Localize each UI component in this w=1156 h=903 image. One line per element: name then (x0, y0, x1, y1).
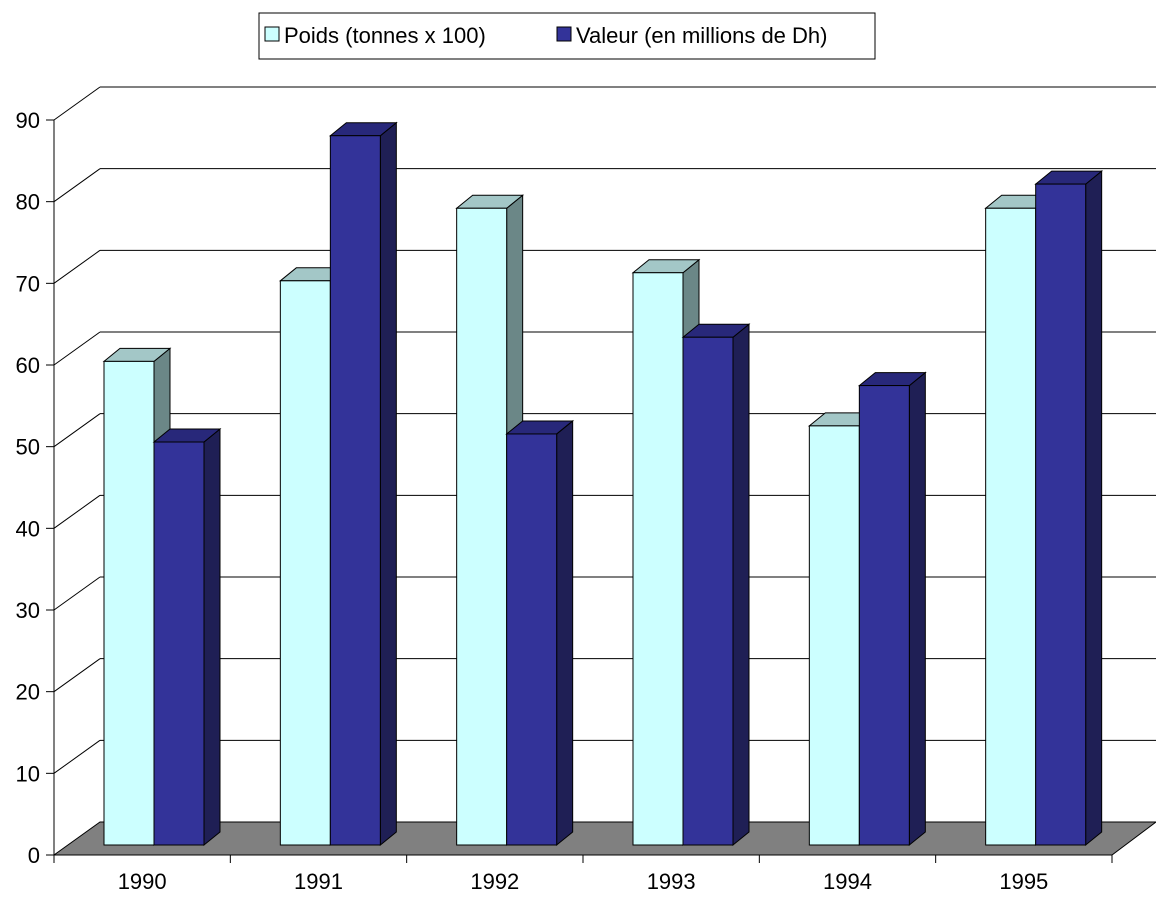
bar-front (279, 280, 331, 846)
y-tick-label: 80 (16, 190, 40, 215)
bar-front (329, 135, 381, 846)
gridline-connector (53, 739, 101, 774)
x-tick-label: 1992 (470, 869, 519, 894)
bar-valeur-1990 (152, 427, 222, 847)
bar-front (632, 272, 684, 846)
y-tick-label: 70 (16, 271, 40, 296)
bar-front (985, 207, 1037, 846)
bar-valeur-1993 (681, 323, 751, 847)
x-tick-label: 1991 (294, 869, 343, 894)
y-tick-label: 30 (16, 598, 40, 623)
bar-side (379, 121, 397, 847)
legend: Poids (tonnes x 100) Valeur (en millions… (258, 12, 876, 60)
bar-front (153, 441, 205, 846)
y-tick-label: 90 (16, 108, 40, 133)
gridline-connector (53, 249, 101, 284)
bar-valeur-1995 (1034, 170, 1104, 847)
bar-front (506, 433, 558, 846)
bar-side (203, 427, 221, 847)
bar-side (908, 371, 926, 847)
bar-front (103, 360, 155, 846)
bars (102, 121, 1104, 847)
x-tick-label: 1995 (999, 869, 1048, 894)
y-tick-label: 50 (16, 435, 40, 460)
bar-front (1035, 183, 1087, 846)
gridline-connector (53, 576, 101, 611)
bar-side (556, 419, 574, 847)
bar-side (732, 323, 750, 847)
gridline-connector (53, 331, 101, 366)
y-tick-label: 10 (16, 761, 40, 786)
bar-front (808, 425, 860, 846)
legend-label-valeur: Valeur (en millions de Dh) (576, 23, 827, 48)
x-tick-label: 1993 (647, 869, 696, 894)
x-tick-label: 1994 (823, 869, 872, 894)
y-tick-label: 60 (16, 353, 40, 378)
y-tick-labels: 0 10 20 30 40 50 60 70 80 90 (16, 108, 54, 868)
gridline-connector (53, 86, 101, 121)
legend-label-poids: Poids (tonnes x 100) (284, 23, 486, 48)
bar-valeur-1991 (328, 121, 398, 847)
bar-valeur-1994 (857, 371, 927, 847)
gridline-connector (53, 658, 101, 693)
y-tick-label: 0 (28, 843, 40, 868)
gridline-connector (53, 413, 101, 448)
legend-swatch-poids (264, 26, 280, 42)
y-tick-label: 20 (16, 680, 40, 705)
gridline-connector (53, 168, 101, 203)
bar-front (858, 385, 910, 846)
legend-swatch-valeur (556, 26, 572, 42)
x-tick-labels: 1990 1991 1992 1993 1994 1995 (53, 855, 1113, 894)
bar-front (456, 207, 508, 846)
x-tick-label: 1990 (118, 869, 167, 894)
bar-front (682, 336, 734, 846)
y-tick-label: 40 (16, 516, 40, 541)
bar-valeur-1992 (505, 419, 575, 847)
gridline-connector (53, 494, 101, 529)
bar-side (1085, 170, 1103, 847)
